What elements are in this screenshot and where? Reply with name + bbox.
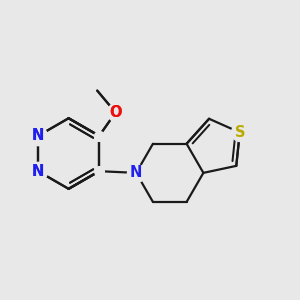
Text: N: N bbox=[32, 164, 44, 179]
Text: N: N bbox=[32, 164, 44, 179]
Text: N: N bbox=[32, 128, 44, 143]
Text: N: N bbox=[130, 165, 142, 180]
Text: S: S bbox=[235, 125, 245, 140]
Text: O: O bbox=[109, 105, 122, 120]
Text: N: N bbox=[32, 128, 44, 143]
Text: O: O bbox=[109, 105, 122, 120]
